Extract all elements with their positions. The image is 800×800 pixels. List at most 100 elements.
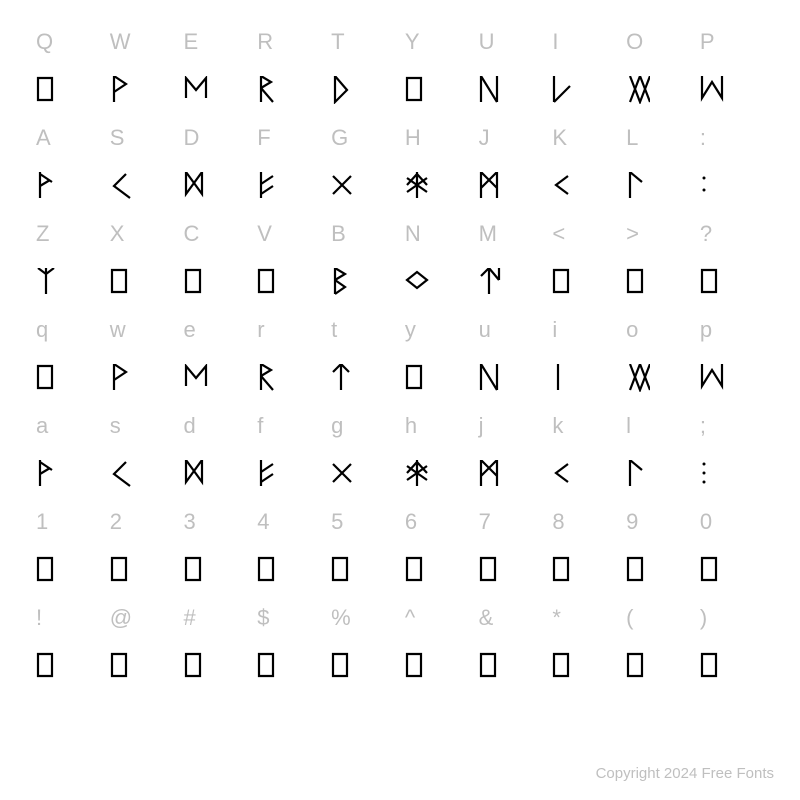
glyph-bowtie xyxy=(184,448,208,500)
glyph-j-rune xyxy=(479,448,503,500)
key-label: t xyxy=(331,308,337,352)
char-cell: O xyxy=(626,20,690,116)
key-label: O xyxy=(626,20,643,64)
char-cell: A xyxy=(36,116,100,212)
char-cell: ) xyxy=(700,596,764,692)
key-label: * xyxy=(552,596,561,640)
glyph-m2-rune xyxy=(479,256,503,308)
char-cell: y xyxy=(405,308,469,404)
key-label: V xyxy=(257,212,272,256)
key-label: < xyxy=(552,212,565,256)
char-cell: % xyxy=(331,596,395,692)
glyph-l-rune xyxy=(626,160,650,212)
key-label: % xyxy=(331,596,351,640)
glyph-m-rune xyxy=(184,64,208,116)
glyph-box xyxy=(184,256,208,308)
copyright-text: Copyright 2024 Free Fonts xyxy=(596,765,774,782)
char-cell: W xyxy=(110,20,174,116)
char-cell: h xyxy=(405,404,469,500)
key-label: a xyxy=(36,404,48,448)
char-cell: d xyxy=(184,404,248,500)
glyph-dots xyxy=(700,448,724,500)
char-cell: g xyxy=(331,404,395,500)
glyph-j-rune xyxy=(479,160,503,212)
key-label: U xyxy=(479,20,495,64)
glyph-lt xyxy=(552,448,576,500)
char-row: asdfghjkl; xyxy=(36,404,764,500)
char-cell: $ xyxy=(257,596,321,692)
glyph-o-rune xyxy=(626,64,650,116)
glyph-box xyxy=(110,640,134,692)
char-cell: S xyxy=(110,116,174,212)
key-label: # xyxy=(184,596,196,640)
char-row: QWERTYUIOP xyxy=(36,20,764,116)
key-label: h xyxy=(405,404,417,448)
char-cell: U xyxy=(479,20,543,116)
char-cell: ^ xyxy=(405,596,469,692)
char-cell: 0 xyxy=(700,500,764,596)
char-cell: F xyxy=(257,116,321,212)
char-cell: o xyxy=(626,308,690,404)
key-label: H xyxy=(405,116,421,160)
char-cell: @ xyxy=(110,596,174,692)
key-label: P xyxy=(700,20,715,64)
key-label: l xyxy=(626,404,631,448)
char-cell: C xyxy=(184,212,248,308)
char-cell: k xyxy=(552,404,616,500)
key-label: p xyxy=(700,308,712,352)
char-row: ZXCVBNM<>? xyxy=(36,212,764,308)
glyph-x-rune xyxy=(331,448,355,500)
glyph-bowtie xyxy=(184,160,208,212)
char-row: 1234567890 xyxy=(36,500,764,596)
char-cell: I xyxy=(552,20,616,116)
char-cell: T xyxy=(331,20,395,116)
key-label: 2 xyxy=(110,500,122,544)
glyph-p-rune xyxy=(110,352,134,404)
glyph-box xyxy=(405,640,429,692)
key-label: I xyxy=(552,20,558,64)
glyph-box xyxy=(552,640,576,692)
key-label: A xyxy=(36,116,51,160)
char-cell: > xyxy=(626,212,690,308)
glyph-box xyxy=(405,544,429,596)
glyph-h-rune xyxy=(405,160,429,212)
glyph-w-rune xyxy=(700,64,724,116)
char-cell: R xyxy=(257,20,321,116)
glyph-box xyxy=(184,544,208,596)
key-label: 6 xyxy=(405,500,417,544)
char-row: ASDFGHJKL: xyxy=(36,116,764,212)
glyph-m-rune xyxy=(184,352,208,404)
char-cell: D xyxy=(184,116,248,212)
key-label: > xyxy=(626,212,639,256)
glyph-s-rune xyxy=(110,160,134,212)
glyph-box xyxy=(405,64,429,116)
char-cell: E xyxy=(184,20,248,116)
char-cell: L xyxy=(626,116,690,212)
key-label: & xyxy=(479,596,494,640)
key-label: M xyxy=(479,212,497,256)
char-cell: w xyxy=(110,308,174,404)
glyph-n-rune xyxy=(552,64,576,116)
char-cell: # xyxy=(184,596,248,692)
key-label: K xyxy=(552,116,567,160)
key-label: j xyxy=(479,404,484,448)
char-cell: r xyxy=(257,308,321,404)
glyph-u-rune xyxy=(479,352,503,404)
key-label: 7 xyxy=(479,500,491,544)
key-label: S xyxy=(110,116,125,160)
glyph-diamond xyxy=(405,256,429,308)
glyph-r-rune xyxy=(257,352,281,404)
key-label: G xyxy=(331,116,348,160)
glyph-w-rune xyxy=(700,352,724,404)
char-cell: J xyxy=(479,116,543,212)
key-label: 5 xyxy=(331,500,343,544)
char-cell: V xyxy=(257,212,321,308)
key-label: ^ xyxy=(405,596,415,640)
glyph-box xyxy=(700,640,724,692)
key-label: X xyxy=(110,212,125,256)
key-label: ! xyxy=(36,596,42,640)
glyph-box xyxy=(552,256,576,308)
char-cell: 7 xyxy=(479,500,543,596)
glyph-z-rune xyxy=(36,256,60,308)
key-label: Z xyxy=(36,212,49,256)
